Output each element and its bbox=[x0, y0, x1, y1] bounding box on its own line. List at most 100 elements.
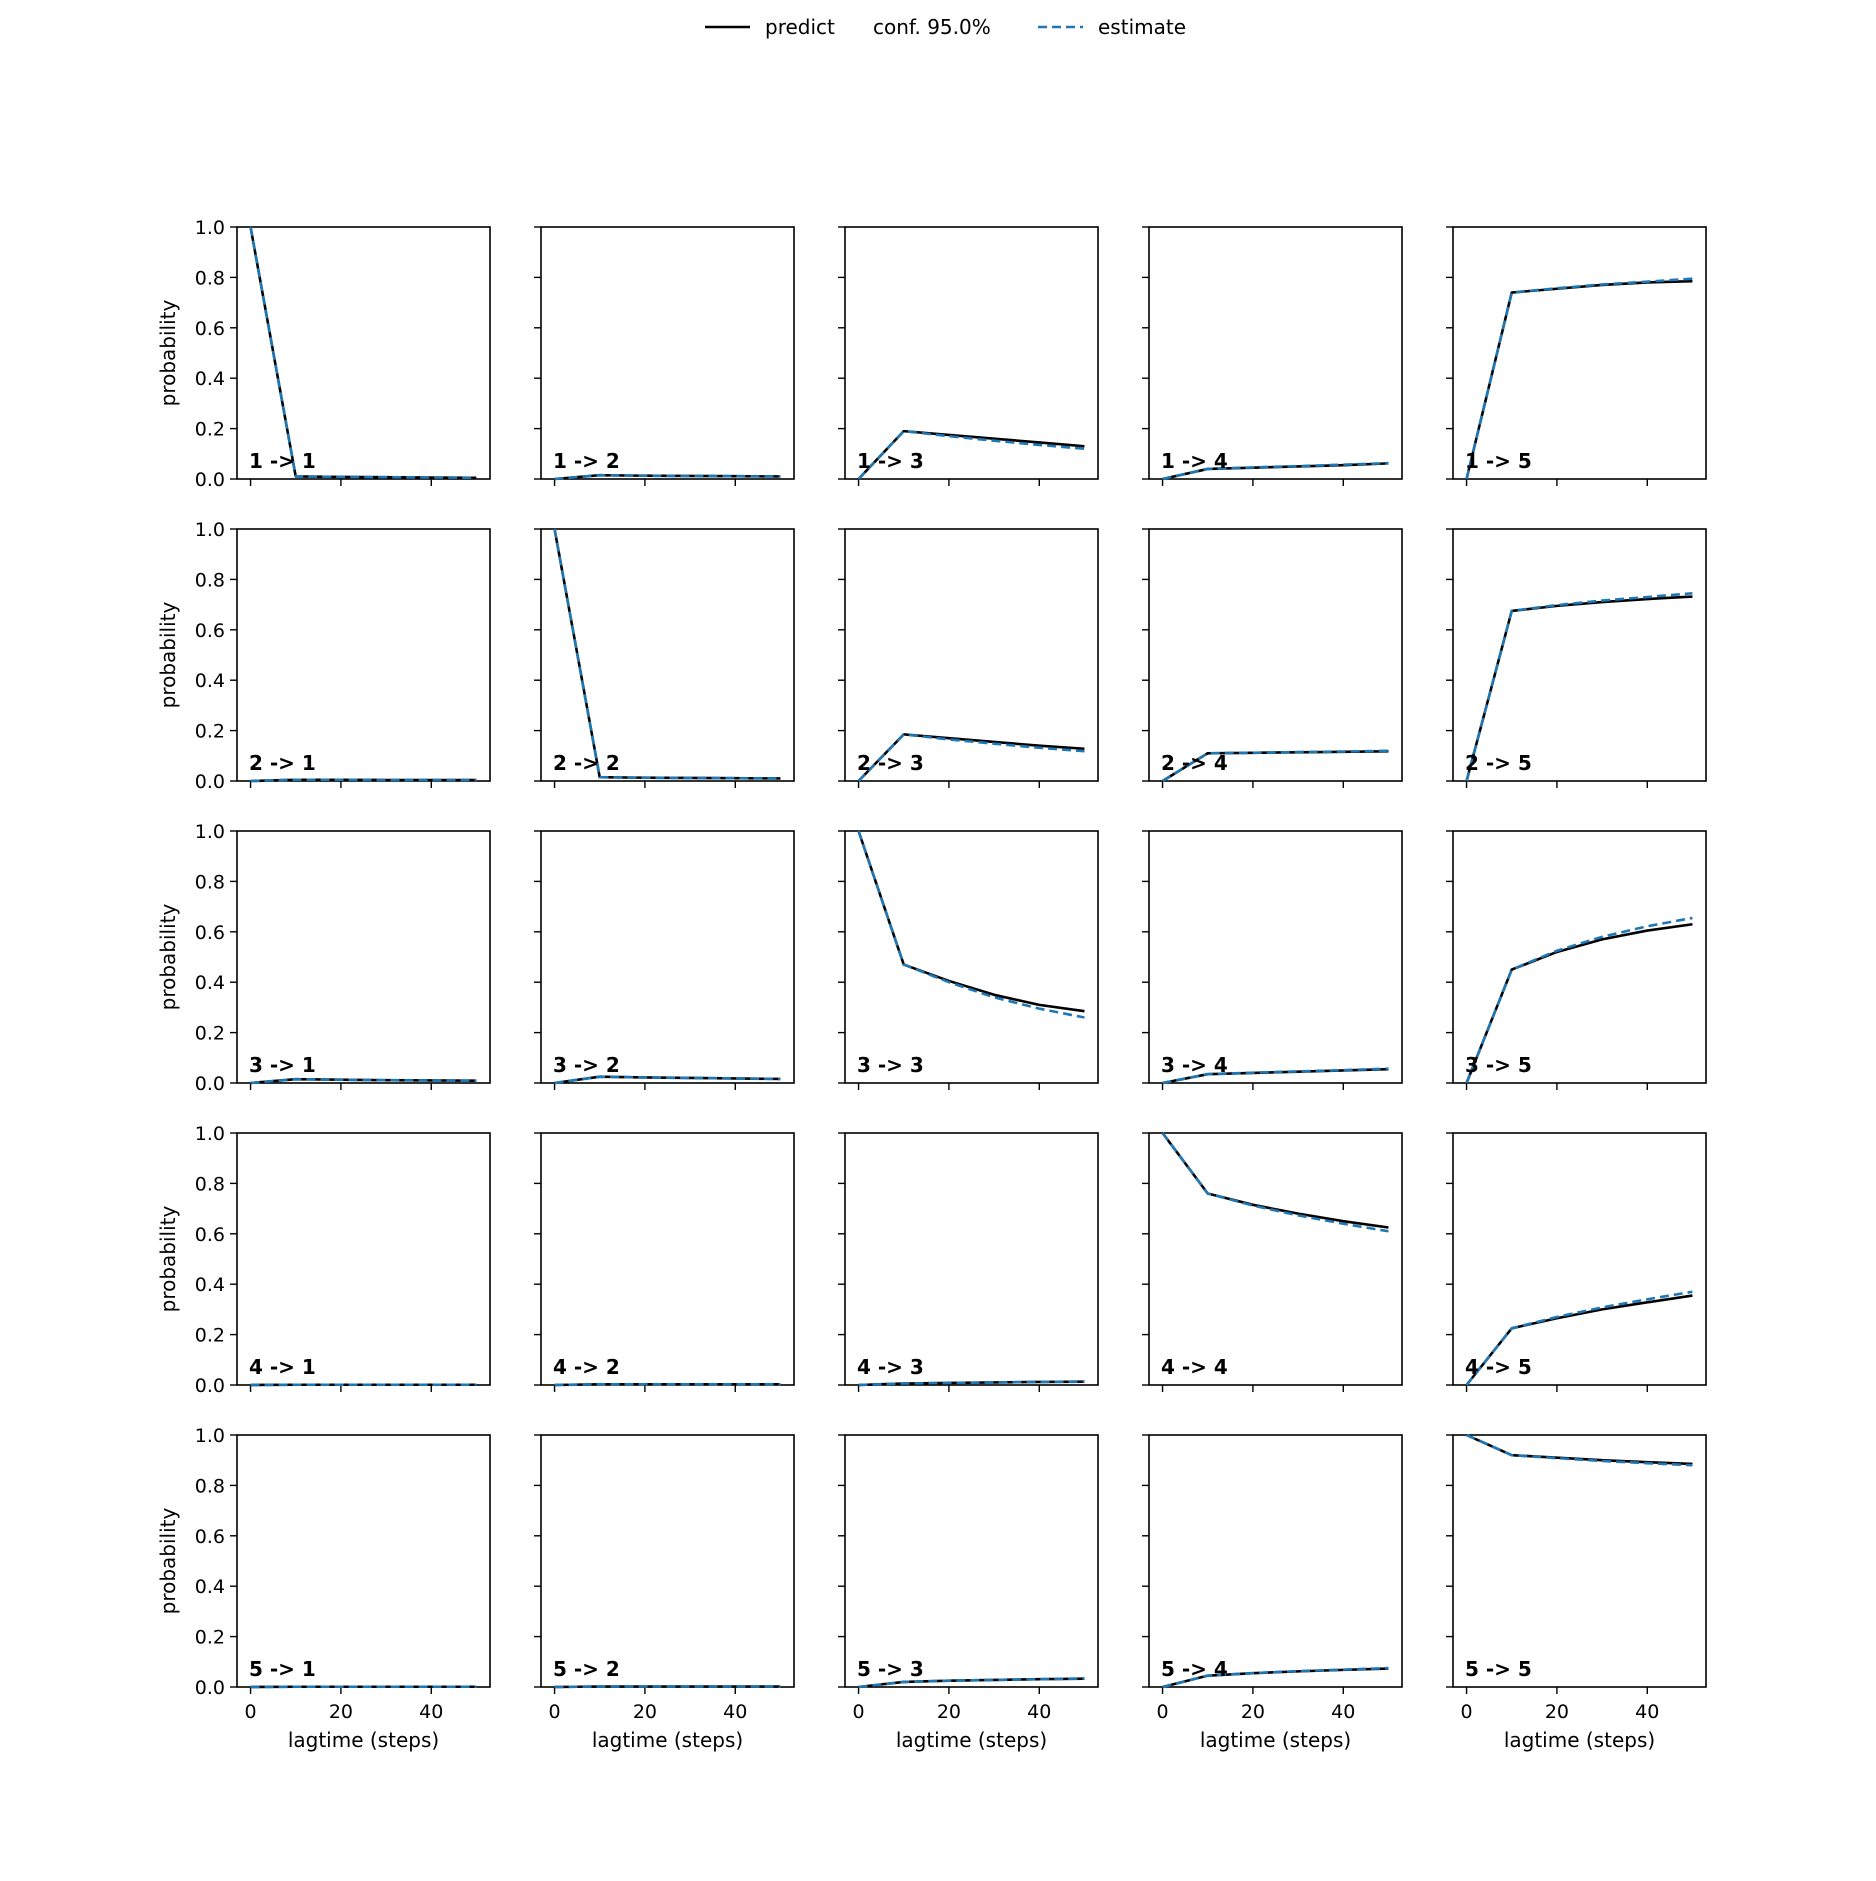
estimate-line bbox=[251, 227, 477, 478]
x-tick-label: 20 bbox=[633, 1701, 657, 1723]
panel-transition-label: 2 -> 4 bbox=[1161, 751, 1228, 775]
panel-transition-label: 1 -> 4 bbox=[1161, 449, 1228, 473]
y-tick-label: 0.2 bbox=[195, 721, 225, 743]
x-tick-label: 40 bbox=[723, 1701, 747, 1723]
y-tick-label: 0.4 bbox=[195, 1576, 225, 1598]
estimate-line bbox=[555, 529, 781, 778]
x-axis-label: lagtime (steps) bbox=[1504, 1728, 1655, 1752]
panel-frame bbox=[541, 1435, 794, 1687]
x-axis-label: lagtime (steps) bbox=[1200, 1728, 1351, 1752]
panel-frame bbox=[541, 831, 794, 1083]
panel-transition-label: 5 -> 3 bbox=[857, 1657, 924, 1681]
y-tick-label: 0.4 bbox=[195, 670, 225, 692]
panel-frame bbox=[1149, 529, 1402, 781]
y-axis-label: probability bbox=[156, 1205, 180, 1312]
panel-transition-label: 1 -> 2 bbox=[553, 449, 620, 473]
panel-frame bbox=[1453, 1133, 1706, 1385]
y-tick-label: 0.4 bbox=[195, 972, 225, 994]
y-tick-label: 1.0 bbox=[195, 821, 225, 843]
panel-frame bbox=[1149, 831, 1402, 1083]
panel-frame bbox=[845, 1435, 1098, 1687]
panel-transition-label: 2 -> 1 bbox=[249, 751, 316, 775]
x-tick-label: 40 bbox=[1027, 1701, 1051, 1723]
predict-line bbox=[251, 227, 477, 478]
panel-frame bbox=[845, 529, 1098, 781]
panel-frame bbox=[1453, 529, 1706, 781]
panel-frame bbox=[1453, 831, 1706, 1083]
panel-frame bbox=[237, 529, 490, 781]
x-tick-label: 20 bbox=[329, 1701, 353, 1723]
panel-transition-label: 4 -> 3 bbox=[857, 1355, 924, 1379]
panel-transition-label: 5 -> 5 bbox=[1465, 1657, 1532, 1681]
panel-transition-label: 4 -> 1 bbox=[249, 1355, 316, 1379]
x-tick-label: 0 bbox=[853, 1701, 865, 1723]
panel-transition-label: 5 -> 4 bbox=[1161, 1657, 1228, 1681]
y-tick-label: 0.0 bbox=[195, 1073, 225, 1095]
x-tick-label: 40 bbox=[1331, 1701, 1355, 1723]
y-axis-label: probability bbox=[156, 903, 180, 1010]
panel-transition-label: 1 -> 5 bbox=[1465, 449, 1532, 473]
legend-item-label: estimate bbox=[1098, 15, 1186, 39]
legend-item-label: conf. 95.0% bbox=[873, 15, 991, 39]
panel-transition-label: 3 -> 5 bbox=[1465, 1053, 1532, 1077]
panel-transition-label: 3 -> 2 bbox=[553, 1053, 620, 1077]
x-axis-label: lagtime (steps) bbox=[896, 1728, 1047, 1752]
x-tick-label: 0 bbox=[1461, 1701, 1473, 1723]
panel-frame bbox=[237, 1133, 490, 1385]
y-tick-label: 0.8 bbox=[195, 1173, 225, 1195]
panel-transition-label: 3 -> 3 bbox=[857, 1053, 924, 1077]
x-tick-label: 0 bbox=[1157, 1701, 1169, 1723]
panel-transition-label: 5 -> 2 bbox=[553, 1657, 620, 1681]
y-tick-label: 0.4 bbox=[195, 1274, 225, 1296]
panel-frame bbox=[1453, 227, 1706, 479]
y-tick-label: 0.2 bbox=[195, 419, 225, 441]
y-tick-label: 0.6 bbox=[195, 620, 225, 642]
panel-frame bbox=[1149, 227, 1402, 479]
panel-transition-label: 4 -> 4 bbox=[1161, 1355, 1228, 1379]
legend-item-label: predict bbox=[765, 15, 835, 39]
y-tick-label: 0.0 bbox=[195, 1375, 225, 1397]
panel-frame bbox=[541, 1133, 794, 1385]
y-tick-label: 0.6 bbox=[195, 1224, 225, 1246]
x-axis-label: lagtime (steps) bbox=[288, 1728, 439, 1752]
x-tick-label: 40 bbox=[1635, 1701, 1659, 1723]
panel-transition-label: 2 -> 5 bbox=[1465, 751, 1532, 775]
panel-transition-label: 4 -> 2 bbox=[553, 1355, 620, 1379]
panel-transition-label: 3 -> 1 bbox=[249, 1053, 316, 1077]
y-axis-label: probability bbox=[156, 299, 180, 406]
y-tick-label: 0.8 bbox=[195, 569, 225, 591]
y-tick-label: 1.0 bbox=[195, 217, 225, 239]
y-tick-label: 1.0 bbox=[195, 1123, 225, 1145]
panel-frame bbox=[845, 1133, 1098, 1385]
panel-transition-label: 1 -> 1 bbox=[249, 449, 316, 473]
panel-transition-label: 4 -> 5 bbox=[1465, 1355, 1532, 1379]
panel-frame bbox=[541, 529, 794, 781]
estimate-line bbox=[859, 831, 1085, 1017]
panel-transition-label: 5 -> 1 bbox=[249, 1657, 316, 1681]
y-tick-label: 0.0 bbox=[195, 771, 225, 793]
x-axis-label: lagtime (steps) bbox=[592, 1728, 743, 1752]
y-tick-label: 0.6 bbox=[195, 922, 225, 944]
y-tick-label: 0.6 bbox=[195, 318, 225, 340]
panel-transition-label: 3 -> 4 bbox=[1161, 1053, 1228, 1077]
y-tick-label: 0.2 bbox=[195, 1627, 225, 1649]
x-tick-label: 40 bbox=[419, 1701, 443, 1723]
y-tick-label: 0.8 bbox=[195, 267, 225, 289]
panel-frame bbox=[1453, 1435, 1706, 1687]
estimate-line bbox=[1163, 1133, 1389, 1231]
panel-frame bbox=[845, 831, 1098, 1083]
panel-frame bbox=[237, 831, 490, 1083]
x-tick-label: 0 bbox=[549, 1701, 561, 1723]
y-tick-label: 1.0 bbox=[195, 519, 225, 541]
y-tick-label: 0.0 bbox=[195, 469, 225, 491]
y-tick-label: 0.2 bbox=[195, 1023, 225, 1045]
y-axis-label: probability bbox=[156, 601, 180, 708]
y-tick-label: 0.8 bbox=[195, 1475, 225, 1497]
x-tick-label: 20 bbox=[937, 1701, 961, 1723]
panel-frame bbox=[845, 227, 1098, 479]
predict-line bbox=[555, 529, 781, 778]
panel-transition-label: 2 -> 3 bbox=[857, 751, 924, 775]
x-tick-label: 20 bbox=[1241, 1701, 1265, 1723]
